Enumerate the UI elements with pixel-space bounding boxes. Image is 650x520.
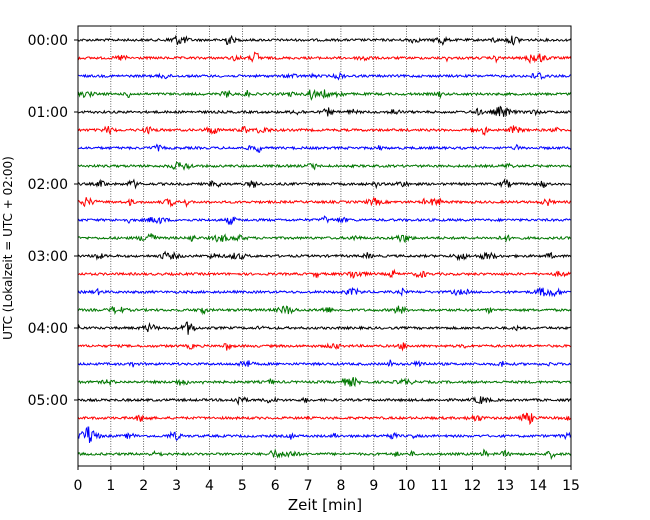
trace-17 bbox=[77, 321, 572, 335]
trace-1 bbox=[77, 34, 572, 47]
trace-2 bbox=[77, 51, 572, 65]
trace-21 bbox=[77, 396, 572, 406]
plot-frame bbox=[77, 25, 572, 467]
x-tick-label: 11 bbox=[431, 478, 449, 494]
x-tick-label: 1 bbox=[106, 478, 115, 494]
trace-22 bbox=[77, 412, 572, 426]
trace-16 bbox=[77, 305, 572, 316]
x-tick-label: 3 bbox=[172, 478, 181, 494]
y-tick-label: 00:00 bbox=[28, 33, 68, 49]
trace-6 bbox=[77, 125, 572, 137]
trace-8 bbox=[77, 161, 572, 171]
y-tick-label: 01:00 bbox=[28, 105, 68, 121]
x-tick-label: 8 bbox=[336, 478, 345, 494]
trace-14 bbox=[77, 268, 572, 280]
x-tick-label: 7 bbox=[304, 478, 313, 494]
y-ticks: 00:00 01:00 02:00 03:00 04:00 05:00 bbox=[28, 33, 78, 409]
trace-20 bbox=[77, 376, 572, 388]
x-axis-label: Zeit [min] bbox=[288, 496, 362, 514]
trace-19 bbox=[77, 359, 572, 368]
x-tick-label: 0 bbox=[74, 478, 83, 494]
trace-13 bbox=[77, 250, 572, 262]
grid-lines bbox=[110, 26, 539, 466]
trace-3 bbox=[77, 71, 572, 81]
x-tick-label: 15 bbox=[562, 478, 580, 494]
trace-5 bbox=[77, 105, 572, 117]
x-tick-label: 12 bbox=[463, 478, 481, 494]
trace-9 bbox=[77, 178, 572, 190]
trace-12 bbox=[77, 233, 572, 244]
trace-18 bbox=[77, 342, 572, 352]
y-axis-label: UTC (Lokalzeit = UTC + 02:00) bbox=[1, 156, 15, 340]
traces bbox=[77, 34, 572, 461]
x-ticks: 0 1 2 3 4 5 6 7 8 9 10 11 12 13 14 15 bbox=[74, 466, 580, 494]
y-tick-label: 05:00 bbox=[28, 393, 68, 409]
x-tick-label: 10 bbox=[398, 478, 416, 494]
x-tick-label: 14 bbox=[529, 478, 547, 494]
y-tick-label: 04:00 bbox=[28, 321, 68, 337]
trace-4 bbox=[77, 88, 572, 101]
x-tick-label: 4 bbox=[205, 478, 214, 494]
y-tick-label: 03:00 bbox=[28, 249, 68, 265]
trace-23 bbox=[77, 426, 572, 443]
x-tick-label: 13 bbox=[496, 478, 514, 494]
x-tick-label: 5 bbox=[238, 478, 247, 494]
trace-11 bbox=[77, 215, 572, 226]
trace-24 bbox=[77, 448, 572, 461]
trace-7 bbox=[77, 143, 572, 153]
x-tick-label: 9 bbox=[369, 478, 378, 494]
x-tick-label: 2 bbox=[139, 478, 148, 494]
trace-15 bbox=[77, 286, 572, 298]
trace-10 bbox=[77, 196, 572, 208]
y-tick-label: 02:00 bbox=[28, 177, 68, 193]
x-tick-label: 6 bbox=[271, 478, 280, 494]
